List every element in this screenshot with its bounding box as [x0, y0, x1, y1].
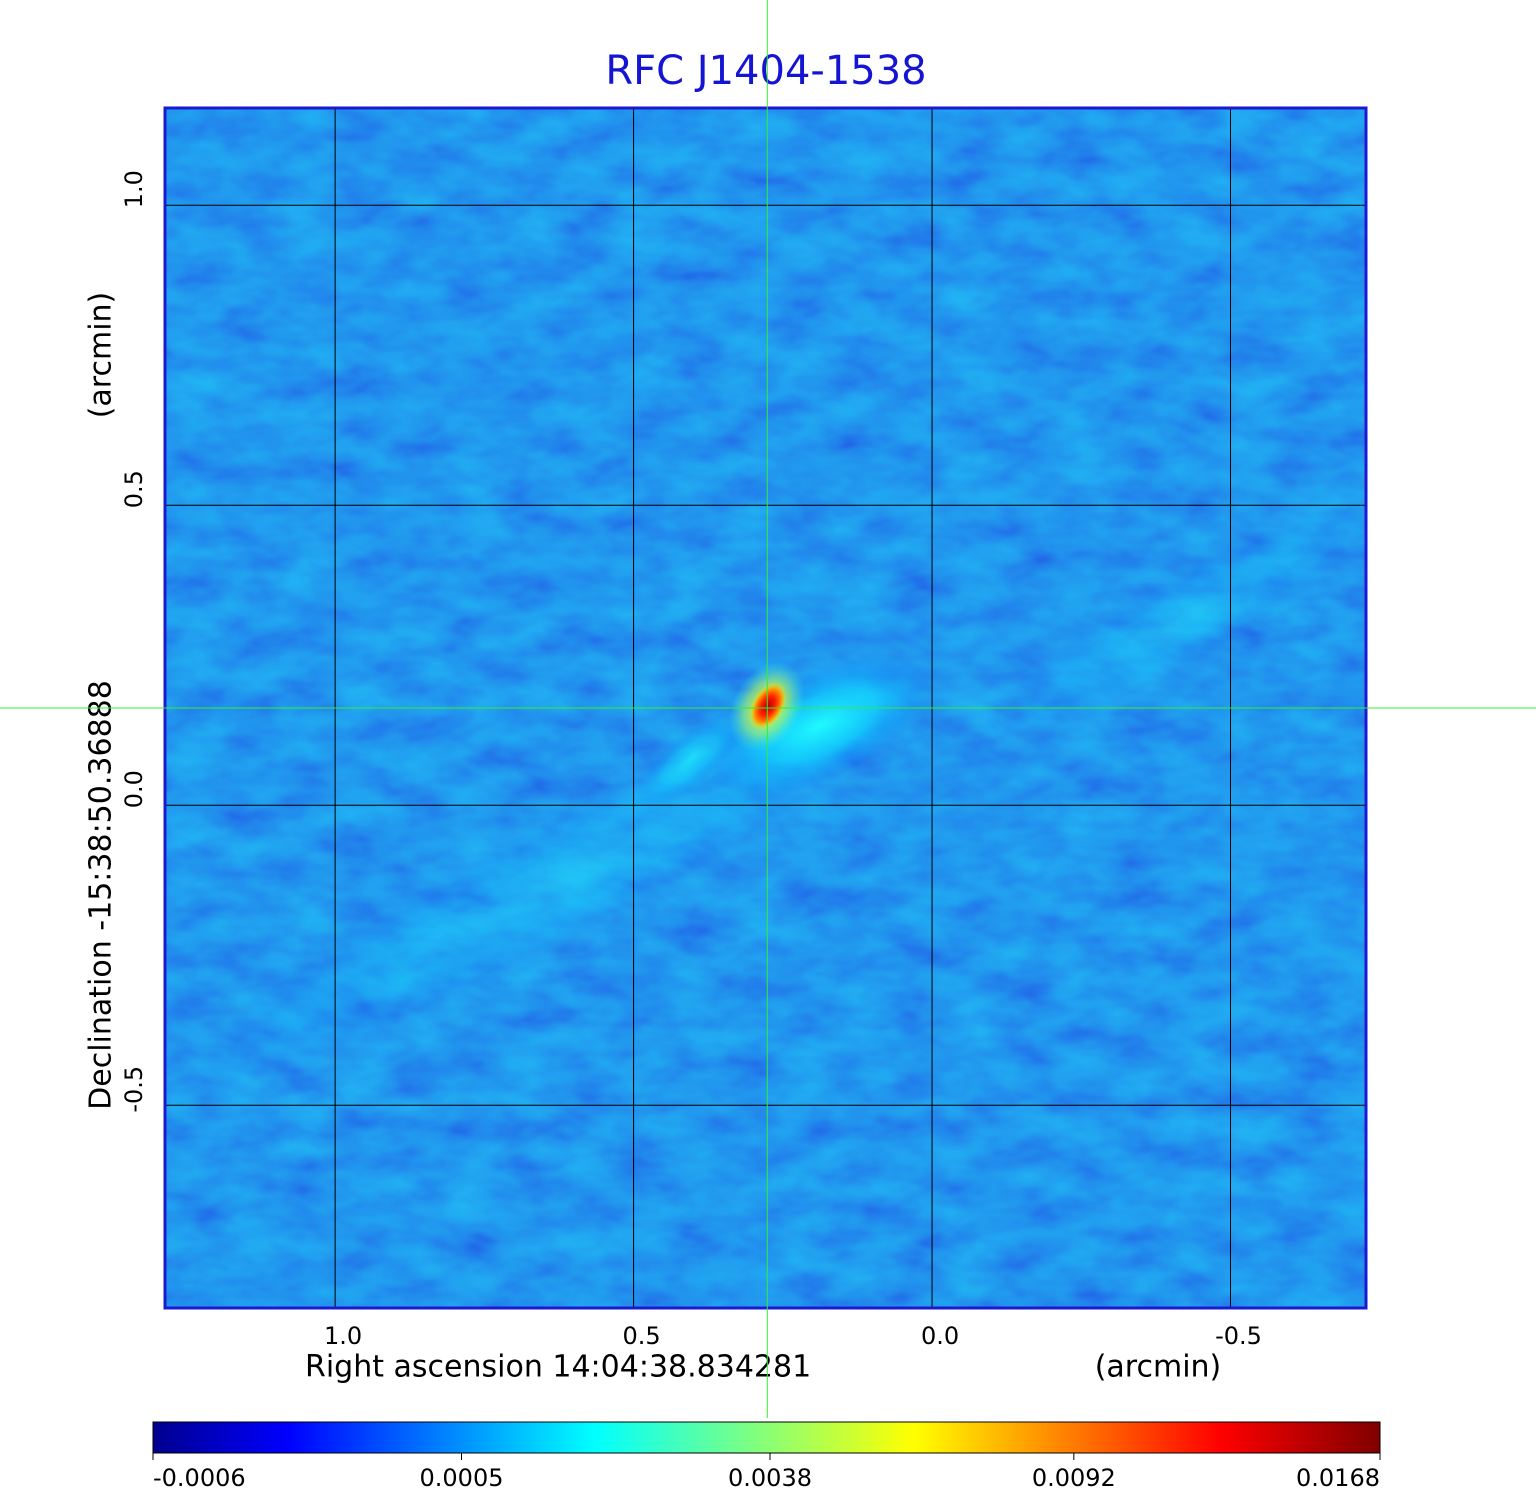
y-tick-label: 0.0	[120, 770, 148, 808]
image-feature	[988, 503, 1372, 737]
colorbar-tick-label: 0.0168	[1296, 1464, 1380, 1492]
y-axis-label: Declination -15:38:50.36888	[84, 680, 119, 1110]
x-axis-label: Right ascension 14:04:38.834281	[305, 1350, 811, 1385]
source-halo	[708, 653, 932, 797]
colorbar-tick-label: 0.0038	[728, 1464, 812, 1492]
chart-title: RFC J1404-1538	[605, 48, 926, 94]
source-core	[749, 682, 787, 730]
y-tick-label: 1.0	[120, 170, 148, 208]
y-tick-label: -0.5	[120, 1066, 148, 1113]
colorbar	[152, 1421, 1381, 1454]
x-tick-label: 0.5	[622, 1322, 660, 1350]
x-axis-unit: (arcmin)	[1095, 1350, 1222, 1385]
y-axis-unit: (arcmin)	[84, 292, 119, 419]
colorbar-tick-label: 0.0092	[1032, 1464, 1116, 1492]
colorbar-tick-label: -0.0006	[153, 1464, 246, 1492]
colorbar-tick-label: 0.0005	[420, 1464, 504, 1492]
source-halo	[634, 711, 746, 809]
x-tick-label: 1.0	[324, 1322, 362, 1350]
x-tick-label: 0.0	[921, 1322, 959, 1350]
y-tick-label: 0.5	[120, 470, 148, 508]
x-tick-label: -0.5	[1215, 1322, 1262, 1350]
